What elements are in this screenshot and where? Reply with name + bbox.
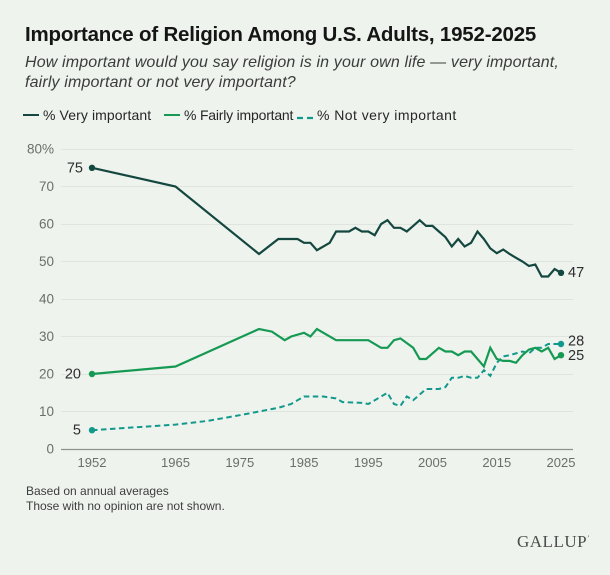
svg-text:1995: 1995 (354, 455, 383, 470)
svg-text:1975: 1975 (225, 455, 254, 470)
svg-text:2015: 2015 (482, 455, 511, 470)
svg-text:60: 60 (39, 217, 54, 232)
svg-text:47: 47 (568, 265, 584, 281)
svg-text:0: 0 (46, 442, 54, 457)
svg-text:50: 50 (39, 254, 54, 269)
svg-text:30: 30 (39, 329, 54, 344)
svg-text:40: 40 (39, 292, 54, 307)
svg-text:28: 28 (568, 334, 584, 350)
svg-text:1985: 1985 (290, 455, 319, 470)
svg-text:70: 70 (39, 179, 54, 194)
svg-text:1952: 1952 (78, 455, 107, 470)
svg-text:20: 20 (39, 367, 54, 382)
svg-text:80%: 80% (27, 142, 54, 157)
svg-text:75: 75 (67, 160, 83, 176)
svg-text:2005: 2005 (418, 455, 447, 470)
svg-text:5: 5 (73, 423, 81, 439)
svg-text:1965: 1965 (161, 455, 190, 470)
svg-text:10: 10 (39, 404, 54, 419)
svg-text:2025: 2025 (547, 455, 576, 470)
svg-text:25: 25 (568, 348, 584, 364)
svg-text:20: 20 (65, 367, 81, 383)
